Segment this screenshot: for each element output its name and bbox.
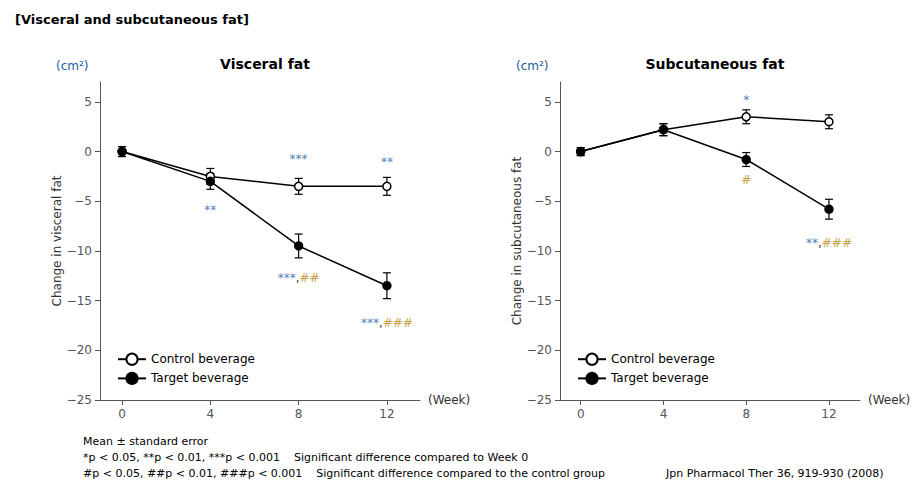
svg-text:−10: −10: [67, 244, 92, 258]
svg-text:***: ***: [290, 152, 308, 166]
svg-text:−5: −5: [534, 194, 552, 208]
svg-text:(Week): (Week): [428, 393, 470, 407]
svg-text:Control beverage: Control beverage: [151, 352, 255, 366]
svg-text:###: ###: [822, 236, 852, 250]
svg-text:Subcutaneous fat: Subcutaneous fat: [646, 56, 785, 72]
svg-text:***: ***: [361, 316, 379, 330]
svg-text:−15: −15: [527, 294, 552, 308]
svg-text:Target beverage: Target beverage: [150, 371, 249, 385]
svg-text:**: **: [806, 236, 818, 250]
svg-text:−5: −5: [74, 194, 92, 208]
svg-text:0: 0: [577, 407, 585, 421]
svg-text:*p < 0.05, **p < 0.01, ***p <: *p < 0.05, **p < 0.01, ***p < 0.001 Sign…: [83, 451, 528, 464]
svg-text:−10: −10: [527, 244, 552, 258]
svg-text:***: ***: [278, 271, 296, 285]
svg-text:−15: −15: [67, 294, 92, 308]
svg-text:Change in subcutaneous fat: Change in subcutaneous fat: [510, 156, 524, 325]
svg-text:4: 4: [660, 407, 668, 421]
svg-text:Change in visceral fat: Change in visceral fat: [50, 175, 64, 306]
svg-text:**: **: [204, 203, 216, 217]
svg-text:[Visceral and subcutaneous fat: [Visceral and subcutaneous fat]: [15, 12, 249, 27]
svg-text:5: 5: [544, 95, 552, 109]
svg-text:##: ##: [299, 271, 319, 285]
svg-text:−25: −25: [67, 393, 92, 407]
svg-text:Jpn Pharmacol Ther 36, 919-930: Jpn Pharmacol Ther 36, 919-930 (2008): [665, 467, 884, 480]
svg-text:5: 5: [84, 95, 92, 109]
svg-text:Control beverage: Control beverage: [611, 352, 715, 366]
svg-text:0: 0: [118, 407, 126, 421]
svg-text:Mean ± standard error: Mean ± standard error: [83, 435, 209, 448]
svg-text:(cm²): (cm²): [516, 59, 548, 73]
svg-text:0: 0: [84, 145, 92, 159]
svg-text:(Week): (Week): [868, 393, 910, 407]
svg-text:**: **: [381, 155, 393, 169]
svg-text:12: 12: [821, 407, 836, 421]
svg-text:−20: −20: [67, 343, 92, 357]
svg-text:#p < 0.05, ##p < 0.01, ###p <: #p < 0.05, ##p < 0.01, ###p < 0.001 Sign…: [83, 467, 605, 480]
svg-text:(cm²): (cm²): [56, 59, 88, 73]
svg-text:Visceral fat: Visceral fat: [220, 56, 310, 72]
svg-text:#: #: [741, 173, 751, 187]
svg-text:12: 12: [379, 407, 394, 421]
svg-text:Target beverage: Target beverage: [610, 371, 709, 385]
svg-text:8: 8: [295, 407, 303, 421]
svg-text:###: ###: [383, 316, 413, 330]
svg-text:*: *: [743, 93, 749, 107]
svg-text:−20: −20: [527, 343, 552, 357]
svg-text:−25: −25: [527, 393, 552, 407]
svg-text:0: 0: [544, 145, 552, 159]
svg-text:8: 8: [742, 407, 750, 421]
svg-text:4: 4: [207, 407, 215, 421]
